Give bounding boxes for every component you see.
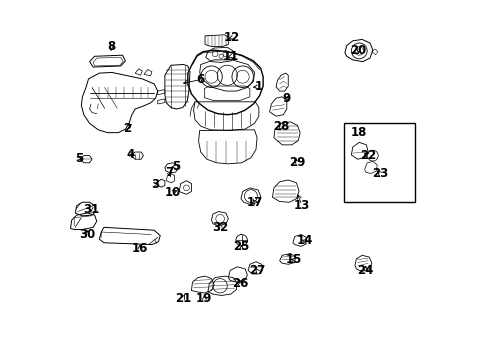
Text: 29: 29: [289, 156, 305, 169]
Text: 16: 16: [131, 242, 148, 255]
Text: 12: 12: [224, 31, 240, 44]
Text: 9: 9: [282, 92, 290, 105]
Text: 14: 14: [296, 234, 312, 247]
Text: 20: 20: [350, 44, 366, 57]
Text: 17: 17: [246, 196, 263, 209]
Text: 28: 28: [272, 121, 289, 134]
Bar: [344, 123, 414, 202]
Text: 21: 21: [174, 292, 190, 305]
Text: 32: 32: [212, 221, 228, 234]
Text: 4: 4: [126, 148, 134, 161]
Text: 8: 8: [107, 40, 115, 53]
Text: 18: 18: [350, 126, 366, 139]
Text: 24: 24: [357, 264, 373, 277]
Text: 27: 27: [248, 264, 264, 277]
Text: 2: 2: [123, 122, 131, 135]
Text: 3: 3: [150, 178, 159, 191]
Text: 1: 1: [254, 80, 263, 93]
Text: 10: 10: [164, 186, 181, 199]
Text: 5: 5: [75, 152, 83, 165]
Text: 6: 6: [196, 73, 204, 86]
Text: 26: 26: [231, 278, 248, 291]
Text: 13: 13: [293, 199, 309, 212]
Text: 23: 23: [371, 167, 387, 180]
Text: 22: 22: [359, 149, 376, 162]
Text: 30: 30: [79, 228, 95, 241]
Text: 5: 5: [172, 160, 180, 173]
Text: 11: 11: [223, 50, 239, 63]
Text: 15: 15: [285, 253, 302, 266]
Text: 7: 7: [165, 166, 173, 179]
Text: 25: 25: [233, 240, 249, 253]
Text: 31: 31: [83, 203, 99, 216]
Text: 19: 19: [196, 292, 212, 305]
